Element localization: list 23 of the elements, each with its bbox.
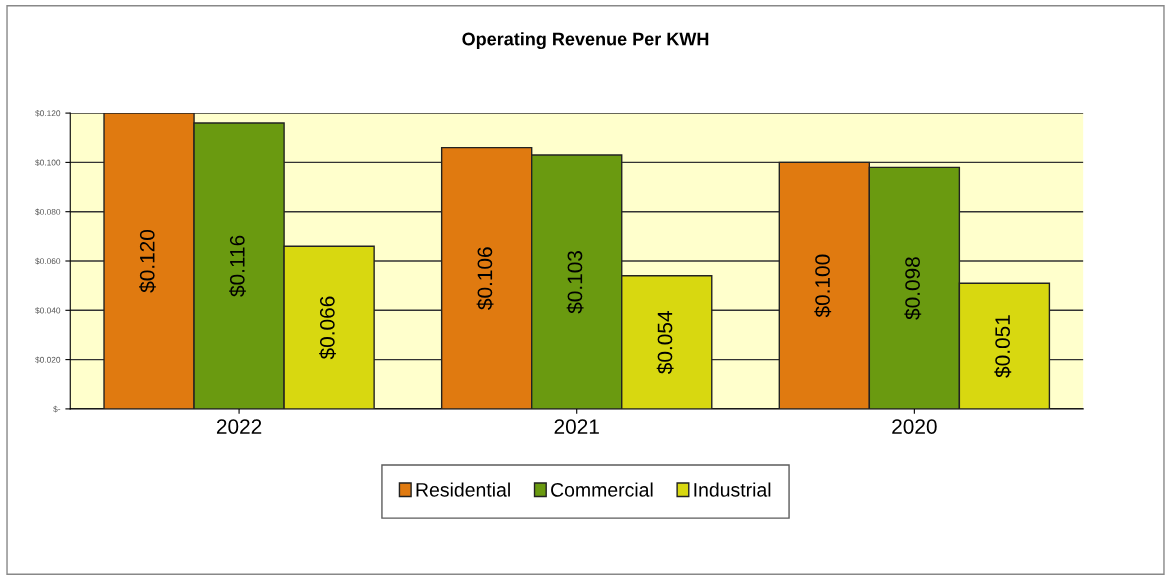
x-tick-label: 2022 — [216, 419, 262, 434]
legend-label: Residential — [416, 482, 510, 497]
data-label: $0.098 — [904, 257, 922, 320]
data-label: $0.116 — [229, 235, 246, 297]
y-tick-label: $0.060 — [35, 257, 61, 265]
legend-label: Industrial — [694, 482, 771, 497]
x-tick-label: 2020 — [892, 419, 937, 434]
data-label: $0.066 — [319, 296, 336, 360]
y-tick-label: $0.020 — [35, 356, 61, 364]
data-label: $0.106 — [476, 247, 494, 310]
legend-label: Commercial — [551, 482, 653, 497]
data-label: $0.051 — [994, 315, 1012, 378]
y-tick-label: $- — [53, 405, 61, 413]
data-label: $0.103 — [566, 251, 584, 314]
y-tick-label: $0.100 — [35, 159, 61, 166]
x-tick-label: 2021 — [554, 419, 599, 434]
y-tick-label: $0.080 — [35, 208, 61, 216]
chart-title: Operating Revenue Per KWH — [462, 32, 709, 50]
y-tick-label: $0.120 — [35, 109, 61, 117]
data-label: $0.100 — [814, 254, 832, 318]
data-label: $0.054 — [656, 311, 674, 374]
y-tick-label: $0.040 — [35, 307, 61, 314]
data-label: $0.120 — [139, 229, 156, 293]
